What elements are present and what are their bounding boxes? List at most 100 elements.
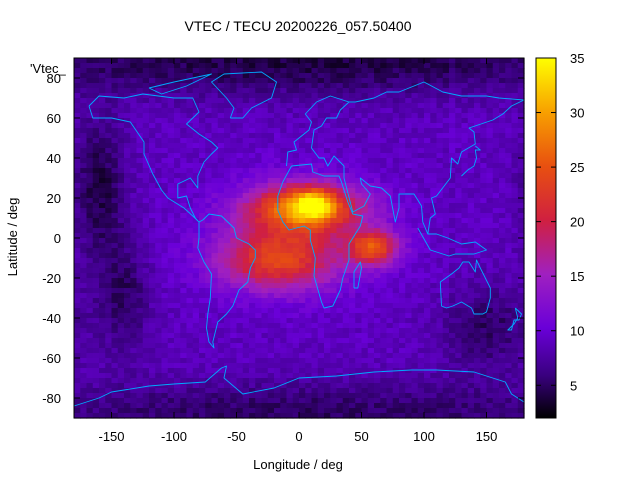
heatmap-cell bbox=[280, 193, 288, 199]
heatmap-cell bbox=[99, 223, 106, 229]
heatmap-cell bbox=[74, 248, 81, 254]
heatmap-cell bbox=[242, 113, 250, 119]
heatmap-cell bbox=[411, 223, 419, 229]
heatmap-cell bbox=[436, 398, 444, 404]
heatmap-cell bbox=[224, 238, 231, 244]
heatmap-cell bbox=[424, 218, 431, 224]
heatmap-cell bbox=[224, 318, 231, 324]
heatmap-cell bbox=[474, 313, 481, 319]
heatmap-cell bbox=[155, 368, 163, 374]
heatmap-cell bbox=[124, 108, 131, 114]
heatmap-cell bbox=[511, 203, 519, 209]
heatmap-cell bbox=[299, 103, 306, 109]
heatmap-cell bbox=[424, 368, 431, 374]
heatmap-cell bbox=[174, 108, 181, 114]
heatmap-cell bbox=[149, 203, 156, 209]
heatmap-cell bbox=[174, 158, 181, 164]
heatmap-cell bbox=[424, 223, 431, 229]
heatmap-cell bbox=[111, 223, 119, 229]
heatmap-cell bbox=[199, 268, 206, 274]
heatmap-cell bbox=[149, 83, 156, 89]
heatmap-cell bbox=[92, 143, 100, 149]
heatmap-cell bbox=[280, 88, 288, 94]
heatmap-cell bbox=[255, 278, 263, 284]
heatmap-cell bbox=[180, 88, 188, 94]
heatmap-cell bbox=[517, 148, 525, 154]
heatmap-cell bbox=[336, 393, 344, 399]
heatmap-cell bbox=[392, 308, 400, 314]
heatmap-cell bbox=[436, 178, 444, 184]
heatmap-cell bbox=[374, 208, 381, 214]
heatmap-cell bbox=[224, 78, 231, 84]
heatmap-cell bbox=[267, 113, 275, 119]
heatmap-cell bbox=[255, 308, 263, 314]
heatmap-cell bbox=[274, 153, 281, 159]
heatmap-cell bbox=[211, 183, 219, 189]
heatmap-cell bbox=[436, 203, 444, 209]
heatmap-cell bbox=[449, 228, 456, 234]
heatmap-cell bbox=[286, 188, 294, 194]
heatmap-cell bbox=[130, 383, 138, 389]
heatmap-cell bbox=[224, 168, 231, 174]
heatmap-cell bbox=[499, 303, 506, 309]
heatmap-cell bbox=[386, 323, 394, 329]
heatmap-cell bbox=[411, 268, 419, 274]
heatmap-cell bbox=[505, 193, 513, 199]
heatmap-cell bbox=[199, 123, 206, 129]
heatmap-cell bbox=[511, 138, 519, 144]
heatmap-cell bbox=[386, 213, 394, 219]
heatmap-cell bbox=[499, 273, 506, 279]
heatmap-cell bbox=[336, 188, 344, 194]
heatmap-cell bbox=[330, 313, 338, 319]
heatmap-cell bbox=[430, 58, 438, 64]
heatmap-cell bbox=[99, 308, 106, 314]
heatmap-cell bbox=[499, 193, 506, 199]
heatmap-cell bbox=[430, 293, 438, 299]
heatmap-cell bbox=[424, 113, 431, 119]
heatmap-cell bbox=[342, 373, 350, 379]
heatmap-cell bbox=[217, 223, 225, 229]
heatmap-cell bbox=[455, 258, 463, 264]
heatmap-cell bbox=[317, 258, 325, 264]
heatmap-cell bbox=[236, 73, 244, 79]
heatmap-cell bbox=[305, 268, 313, 274]
heatmap-cell bbox=[136, 208, 144, 214]
heatmap-cell bbox=[455, 133, 463, 139]
heatmap-cell bbox=[442, 258, 450, 264]
heatmap-cell bbox=[405, 253, 413, 259]
heatmap-cell bbox=[236, 363, 244, 369]
heatmap-cell bbox=[105, 308, 113, 314]
heatmap-cell bbox=[499, 88, 506, 94]
heatmap-cell bbox=[255, 118, 263, 124]
heatmap-cell bbox=[424, 68, 431, 74]
heatmap-cell bbox=[367, 128, 375, 134]
heatmap-cell bbox=[274, 188, 281, 194]
heatmap-cell bbox=[99, 263, 106, 269]
heatmap-cell bbox=[242, 333, 250, 339]
heatmap-cell bbox=[280, 338, 288, 344]
heatmap-cell bbox=[255, 193, 263, 199]
heatmap-cell bbox=[161, 313, 169, 319]
heatmap-cell bbox=[405, 168, 413, 174]
heatmap-cell bbox=[142, 313, 150, 319]
heatmap-cell bbox=[99, 293, 106, 299]
heatmap-cell bbox=[317, 163, 325, 169]
heatmap-cell bbox=[161, 383, 169, 389]
heatmap-cell bbox=[436, 243, 444, 249]
heatmap-cell bbox=[230, 403, 238, 409]
heatmap-cell bbox=[230, 363, 238, 369]
heatmap-cell bbox=[217, 263, 225, 269]
heatmap-cell bbox=[255, 73, 263, 79]
heatmap-cell bbox=[242, 278, 250, 284]
heatmap-cell bbox=[224, 118, 231, 124]
heatmap-cell bbox=[80, 378, 88, 384]
heatmap-cell bbox=[99, 88, 106, 94]
heatmap-cell bbox=[230, 258, 238, 264]
heatmap-cell bbox=[480, 203, 488, 209]
heatmap-cell bbox=[342, 223, 350, 229]
heatmap-cell bbox=[124, 148, 131, 154]
heatmap-cell bbox=[236, 93, 244, 99]
heatmap-cell bbox=[217, 373, 225, 379]
heatmap-cell bbox=[355, 253, 363, 259]
heatmap-cell bbox=[217, 243, 225, 249]
